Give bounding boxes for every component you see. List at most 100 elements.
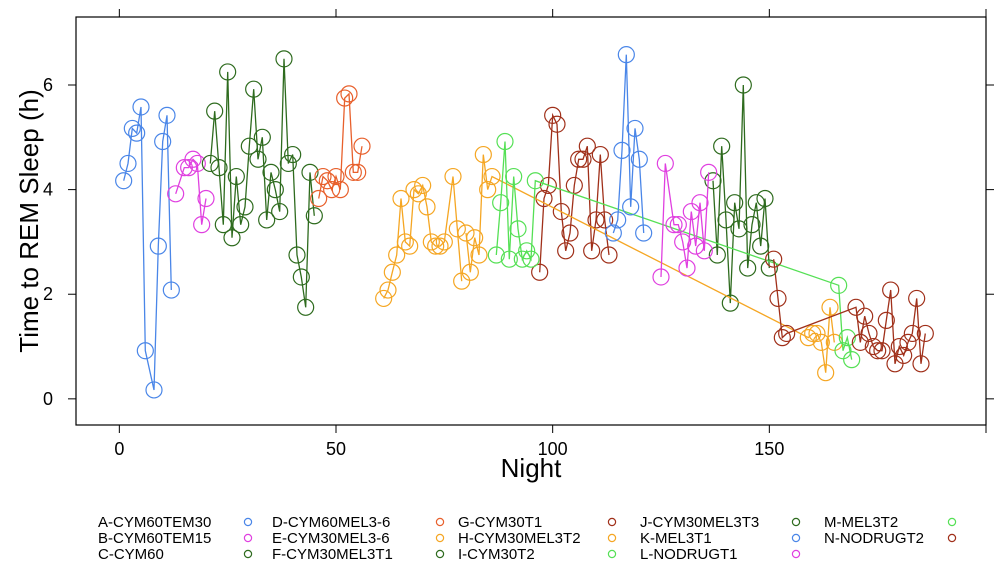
data-point	[531, 263, 549, 281]
data-point	[539, 176, 557, 195]
data-point	[596, 211, 614, 229]
legend-label: F-CYM30MEL3T1	[272, 546, 393, 563]
data-point	[448, 220, 466, 238]
data-point	[856, 307, 874, 325]
data-point	[860, 324, 878, 343]
data-point	[444, 167, 462, 186]
data-point	[717, 211, 735, 229]
data-point	[903, 324, 921, 343]
series-line	[383, 176, 463, 299]
data-point	[799, 329, 817, 347]
data-point	[739, 259, 757, 277]
data-point	[396, 233, 414, 251]
data-point	[162, 281, 180, 299]
data-point	[310, 189, 328, 208]
data-point	[206, 102, 224, 120]
data-point	[305, 207, 323, 225]
data-point	[431, 237, 449, 255]
data-point	[128, 124, 146, 142]
data-point	[318, 172, 336, 190]
data-point	[275, 50, 293, 68]
data-point	[695, 242, 713, 260]
data-point	[656, 154, 674, 173]
data-point	[834, 342, 852, 360]
legend-symbol	[947, 533, 957, 543]
data-point	[492, 194, 510, 212]
legend-label: H-CYM30MEL3T2	[458, 530, 581, 547]
data-point	[435, 233, 453, 251]
data-point	[349, 163, 367, 181]
data-point	[769, 289, 787, 308]
x-tick-label: 150	[754, 439, 784, 459]
legend-symbol	[435, 533, 445, 543]
legend-label: B-CYM60TEM15	[98, 530, 211, 547]
series-line	[539, 112, 610, 273]
data-point	[496, 132, 514, 151]
data-point	[522, 250, 540, 268]
data-point	[544, 106, 562, 124]
data-point	[457, 224, 475, 242]
series-line	[318, 92, 363, 199]
legend-label: L-NODRUGT1	[640, 546, 738, 563]
data-point	[756, 189, 774, 208]
data-point	[708, 246, 726, 264]
data-point	[600, 246, 618, 264]
data-point	[765, 250, 783, 268]
y-tick-label: 2	[43, 284, 53, 304]
data-point	[236, 198, 254, 216]
legend-label: I-CYM30T2	[458, 546, 535, 563]
data-point	[245, 80, 263, 98]
series-8	[487, 132, 861, 369]
legend-symbol	[243, 549, 253, 559]
data-point	[149, 237, 167, 255]
data-point	[682, 202, 700, 221]
series-3	[310, 85, 371, 208]
data-point	[483, 167, 501, 186]
series-10	[604, 46, 653, 242]
data-point	[314, 167, 332, 186]
data-point	[630, 150, 648, 168]
legend-label: N-NODRUGT2	[824, 530, 924, 547]
data-point	[422, 233, 440, 251]
x-axis-title: Night	[501, 453, 562, 483]
data-point	[388, 246, 406, 264]
data-point	[513, 250, 531, 268]
data-point	[487, 246, 505, 264]
series-line	[465, 154, 835, 373]
series-layer	[115, 46, 934, 399]
data-point	[552, 202, 570, 221]
legend-label: G-CYM30T1	[458, 514, 542, 531]
y-tick-label: 6	[43, 75, 53, 95]
data-point	[505, 167, 523, 186]
series-line	[209, 58, 315, 308]
x-tick-label: 100	[538, 439, 568, 459]
data-point	[882, 281, 900, 299]
data-point	[526, 172, 544, 190]
series-1	[167, 150, 215, 234]
data-point	[604, 224, 622, 242]
data-point	[201, 154, 219, 173]
data-point	[279, 154, 297, 173]
data-point	[635, 224, 653, 242]
data-point	[817, 364, 835, 382]
data-point	[747, 194, 765, 212]
data-point	[145, 381, 163, 399]
series-6	[531, 106, 618, 281]
data-point	[890, 337, 908, 356]
legend-label: K-MEL3T1	[640, 530, 712, 547]
data-point	[916, 324, 934, 343]
data-point	[804, 324, 822, 343]
data-point	[830, 276, 848, 294]
data-point	[184, 150, 202, 168]
data-point	[895, 346, 913, 365]
data-point	[548, 115, 566, 133]
data-point	[401, 237, 419, 255]
data-point	[622, 198, 640, 216]
data-point	[262, 163, 280, 181]
data-point	[518, 242, 536, 260]
data-point	[899, 333, 917, 351]
data-point	[591, 145, 609, 164]
x-tick-label: 50	[326, 439, 346, 459]
